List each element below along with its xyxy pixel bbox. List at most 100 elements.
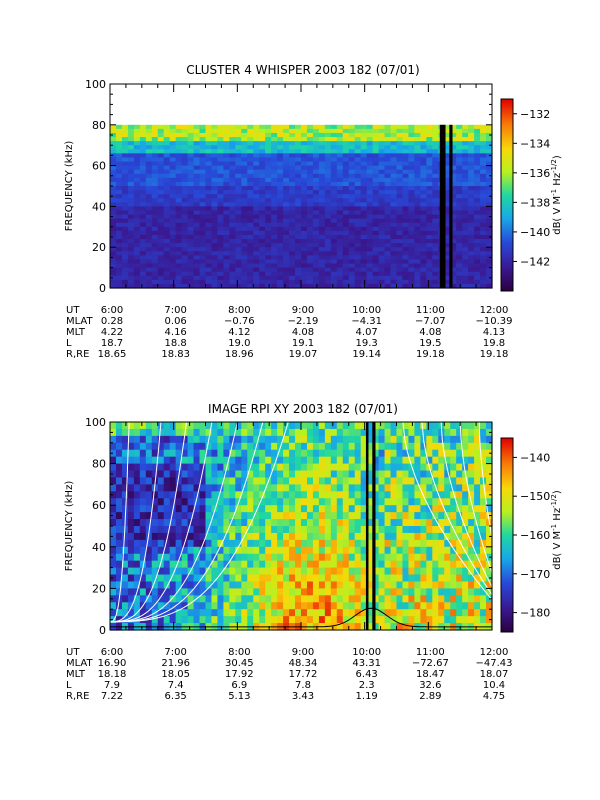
heatmap-cell <box>318 145 326 150</box>
heatmap-cell <box>157 560 165 569</box>
heatmap-cell <box>438 616 445 624</box>
heatmap-cell <box>259 181 266 187</box>
heatmap-cell <box>312 574 320 583</box>
heatmap-cell <box>348 519 356 527</box>
heatmap-cell <box>384 226 392 232</box>
heatmap-cell <box>301 595 308 603</box>
heatmap-cell <box>354 449 362 458</box>
heatmap-cell <box>110 609 117 617</box>
heatmap-cell <box>217 255 225 261</box>
heatmap-cell <box>372 194 380 199</box>
heatmap-cell <box>342 206 350 212</box>
heatmap-cell <box>354 470 362 479</box>
heatmap-cell <box>121 470 129 479</box>
heatmap-cell <box>354 181 362 187</box>
heatmap-cell <box>474 595 481 603</box>
heatmap-cell <box>420 124 427 130</box>
heatmap-cell <box>336 218 344 224</box>
heatmap-cell <box>199 186 207 191</box>
heatmap-cell <box>241 477 248 485</box>
ephemeris-value: 18.05 <box>161 669 190 680</box>
heatmap-cell <box>342 609 350 617</box>
heatmap-cell <box>289 145 296 150</box>
heatmap-cell <box>312 145 320 150</box>
heatmap-cell <box>205 428 213 437</box>
heatmap-cell <box>324 588 332 596</box>
heatmap-cell <box>253 165 260 171</box>
heatmap-cell <box>110 234 117 240</box>
heatmap-cell <box>348 251 356 256</box>
heatmap-cell <box>336 161 344 167</box>
heatmap-cell <box>265 137 272 142</box>
heatmap-cell <box>330 259 338 265</box>
heatmap-cell <box>426 484 433 492</box>
heatmap-cell <box>241 230 248 236</box>
heatmap-cell <box>211 491 219 499</box>
heatmap-cell <box>163 198 171 203</box>
heatmap-cell <box>157 145 165 150</box>
heatmap-cell <box>306 616 314 624</box>
heatmap-cell <box>223 210 230 216</box>
heatmap-cell <box>253 161 260 167</box>
heatmap-cell <box>336 173 344 179</box>
heatmap-cell <box>378 279 386 285</box>
heatmap-cell <box>121 161 129 167</box>
heatmap-cell <box>354 153 362 159</box>
heatmap-cell <box>211 132 219 138</box>
heatmap-cell <box>217 275 225 281</box>
heatmap-cell <box>324 239 332 244</box>
heatmap-cell <box>163 271 171 277</box>
colorbar-gradient <box>500 98 514 292</box>
heatmap-cell <box>259 532 266 541</box>
heatmap-cell <box>229 137 236 142</box>
heatmap-cell <box>408 157 416 163</box>
heatmap-cell <box>402 210 410 216</box>
heatmap-cell <box>175 206 183 212</box>
heatmap-cell <box>444 243 451 248</box>
heatmap-cell <box>444 470 451 479</box>
heatmap-cell <box>378 602 386 610</box>
heatmap-cell <box>283 484 290 492</box>
heatmap-cell <box>480 491 487 499</box>
heatmap-cell <box>265 247 272 252</box>
heatmap-cell <box>354 198 362 203</box>
heatmap-cell <box>456 512 463 520</box>
heatmap-cell <box>456 609 463 617</box>
heatmap-cell <box>432 449 439 458</box>
heatmap-cell <box>253 181 260 187</box>
heatmap-cell <box>486 165 493 171</box>
heatmap-cell <box>163 194 171 199</box>
heatmap-cell <box>474 539 481 548</box>
heatmap-cell <box>360 243 368 248</box>
heatmap-cell <box>115 157 123 163</box>
heatmap-cell <box>462 512 469 520</box>
heatmap-cell <box>378 128 386 134</box>
heatmap-cell <box>348 202 356 207</box>
heatmap-cell <box>133 194 141 199</box>
heatmap-cell <box>241 484 248 492</box>
heatmap-cell <box>175 491 183 499</box>
heatmap-cell <box>115 128 123 134</box>
heatmap-cell <box>318 173 326 179</box>
heatmap-cell <box>139 463 147 472</box>
heatmap-cell <box>223 226 230 232</box>
heatmap-cell <box>480 222 487 228</box>
heatmap-cell <box>235 449 242 458</box>
heatmap-cell <box>432 149 439 154</box>
heatmap-cell <box>229 128 236 134</box>
heatmap-cell <box>277 271 284 277</box>
heatmap-cell <box>133 202 141 207</box>
heatmap-cell <box>402 263 410 269</box>
heatmap-cell <box>360 519 368 527</box>
ephemeris-value: 3.43 <box>292 691 314 702</box>
heatmap-cell <box>110 247 117 252</box>
heatmap-cell <box>151 553 159 562</box>
heatmap-cell <box>312 442 320 451</box>
heatmap-cell <box>438 609 445 617</box>
heatmap-cell <box>438 470 445 479</box>
heatmap-cell <box>432 512 439 520</box>
heatmap-cell <box>378 422 386 430</box>
heatmap-cell <box>253 263 260 269</box>
heatmap-cell <box>151 428 159 437</box>
heatmap-cell <box>151 519 159 527</box>
